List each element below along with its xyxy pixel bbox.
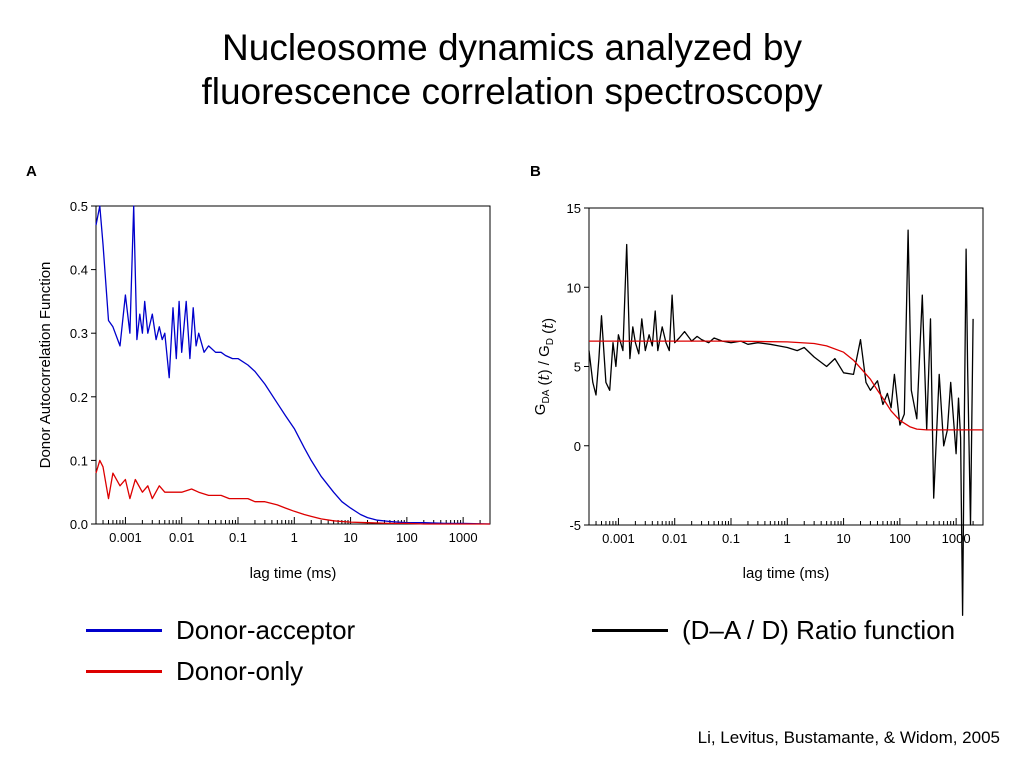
x-tick-label: 100 bbox=[889, 531, 911, 546]
y-tick-label: 15 bbox=[567, 201, 581, 216]
title-line-1: Nucleosome dynamics analyzed by bbox=[222, 27, 802, 68]
legend-swatch-donor-only bbox=[86, 669, 162, 673]
legend-swatch-ratio-function bbox=[592, 628, 668, 632]
x-tick-label: 0.1 bbox=[229, 530, 247, 545]
series-line-1-1 bbox=[589, 340, 983, 431]
panel-a: A 0.001 0.01 0.1 1 10 100 1000 0.0 0.1 0.2 0.3 0.4 0.… bbox=[26, 163, 491, 582]
y-axis-label-part: ) bbox=[540, 318, 557, 323]
series-line-0-1 bbox=[95, 459, 490, 525]
x-tick-label: 1 bbox=[291, 530, 298, 545]
y-axis-label-part: D bbox=[545, 338, 556, 345]
citation: Li, Levitus, Bustamante, & Widom, 2005 bbox=[697, 728, 1000, 747]
y-axis-label-part: ( bbox=[536, 380, 553, 389]
y-tick-label: 0.5 bbox=[70, 199, 88, 214]
y-axis-label-part: t bbox=[539, 322, 557, 329]
title-line-2: fluorescence correlation spectroscopy bbox=[201, 71, 823, 112]
legend-label-donor-acceptor: Donor-acceptor bbox=[176, 614, 356, 645]
panel-label: A bbox=[26, 163, 37, 180]
legend-entry-ratio-function: (D–A / D) Ratio function bbox=[592, 610, 955, 650]
x-tick-label: 0.01 bbox=[169, 530, 194, 545]
y-axis-label: Donor Autocorrelation Function bbox=[37, 262, 54, 469]
x-tick-label: 1000 bbox=[449, 530, 478, 545]
y-tick-label: -5 bbox=[569, 518, 581, 533]
plot-frame bbox=[95, 205, 491, 525]
x-tick-label: 10 bbox=[836, 531, 850, 546]
x-tick-label: 1 bbox=[784, 531, 791, 546]
y-axis-label-part: DA bbox=[541, 389, 552, 403]
y-tick-label: 0.2 bbox=[70, 390, 88, 405]
y-axis-label-part: G bbox=[532, 404, 549, 416]
legend-label-ratio-function: (D–A / D) Ratio function bbox=[682, 614, 956, 645]
y-tick-label: 0 bbox=[574, 439, 581, 454]
x-tick-label: 0.01 bbox=[662, 531, 687, 546]
legend-entry-donor-acceptor: Donor-acceptor bbox=[86, 610, 355, 650]
y-axis-label-part: ( bbox=[540, 329, 557, 338]
x-axis-label: lag time (ms) bbox=[250, 565, 337, 582]
series-line-0-0 bbox=[95, 205, 491, 525]
series-line-1-0 bbox=[588, 229, 974, 616]
y-tick-label: 0.1 bbox=[70, 453, 88, 468]
x-tick-label: 0.001 bbox=[602, 531, 635, 546]
y-axis-label-part: ) / G bbox=[536, 345, 553, 374]
x-tick-label: 100 bbox=[396, 530, 418, 545]
x-tick-label: 10 bbox=[343, 530, 357, 545]
x-tick-label: 1000 bbox=[942, 531, 971, 546]
x-axis-label: lag time (ms) bbox=[743, 565, 830, 582]
y-axis-label-part: t bbox=[535, 373, 553, 380]
y-tick-label: 0.0 bbox=[70, 517, 88, 532]
y-axis-label: GDA (t) / GD (t) bbox=[532, 318, 557, 415]
y-tick-label: 10 bbox=[567, 280, 581, 295]
y-tick-label: 5 bbox=[574, 360, 581, 375]
panel-b: B 0.001 0.01 0.1 1 10 100 1000 -5 0 5 10 15 lag time … bbox=[530, 163, 984, 616]
y-tick-label: 0.3 bbox=[70, 326, 88, 341]
plot-frame bbox=[588, 207, 984, 526]
y-tick-label: 0.4 bbox=[70, 263, 88, 278]
x-tick-label: 0.1 bbox=[722, 531, 740, 546]
page-title: Nucleosome dynamics analyzed by fluoresc… bbox=[0, 26, 1024, 114]
legend-label-donor-only: Donor-only bbox=[176, 655, 304, 686]
x-tick-label: 0.001 bbox=[109, 530, 142, 545]
legend-entry-donor-only: Donor-only bbox=[86, 651, 303, 691]
legend-swatch-donor-acceptor bbox=[86, 628, 162, 632]
panel-label: B bbox=[530, 163, 541, 180]
